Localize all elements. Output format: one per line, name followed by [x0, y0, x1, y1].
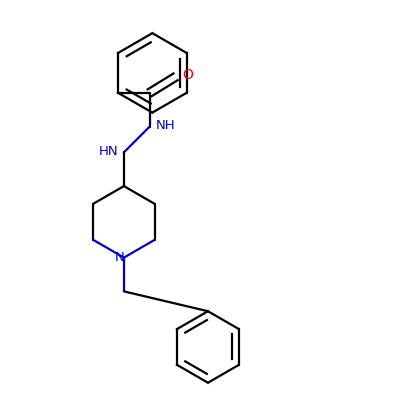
- Text: O: O: [182, 68, 193, 82]
- Text: N: N: [115, 251, 125, 264]
- Text: NH: NH: [156, 119, 175, 132]
- Text: HN: HN: [98, 145, 118, 158]
